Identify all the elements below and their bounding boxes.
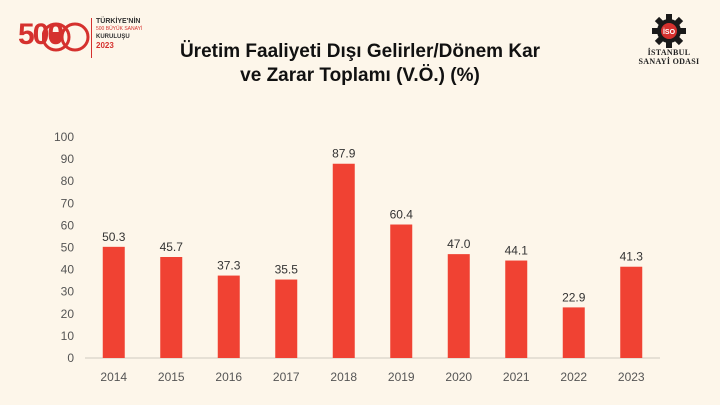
x-tick-label: 2017 (273, 370, 300, 384)
x-tick-label: 2021 (503, 370, 530, 384)
x-axis-labels: 2014 2015 2016 2017 2018 2019 2020 2021 2022 2023 (100, 370, 645, 384)
logo-istanbul-sanayi-odasi: İSO İSTANBUL SANAYİ ODASI (630, 14, 708, 74)
x-tick-label: 2023 (618, 370, 645, 384)
logo-line3: KURULUŞU (96, 34, 130, 40)
x-tick-label: 2014 (100, 370, 127, 384)
y-tick-label: 70 (61, 196, 75, 210)
x-tick-label: 2020 (445, 370, 472, 384)
bar-2020 (447, 254, 470, 358)
y-axis: 0 10 20 30 40 50 60 70 80 90 100 (54, 130, 74, 365)
y-tick-label: 30 (61, 285, 75, 299)
logo-mark: İSO (663, 28, 676, 36)
data-label-2016: 37.3 (217, 259, 241, 273)
y-tick-label: 20 (61, 307, 75, 321)
y-tick-label: 50 (61, 241, 75, 255)
y-tick-label: 100 (54, 130, 74, 144)
bar-2019 (390, 224, 413, 358)
data-label-2018: 87.9 (332, 147, 356, 161)
data-labels: 50.3 45.7 37.3 35.5 87.9 60.4 47.0 44.1 22.9 41.3 (102, 147, 643, 305)
bar-2022 (562, 307, 585, 358)
logo-500-buyuk-sanayi: 500 TÜRKİYE'NİN 500 BÜYÜK SANAYİ KURULUŞ… (18, 14, 148, 60)
logo-text: TÜRKİYE'NİN 500 BÜYÜK SANAYİ KURULUŞU 20… (96, 18, 142, 50)
data-label-2014: 50.3 (102, 230, 126, 244)
chart-title-line2: ve Zarar Toplamı (V.Ö.) (%) (240, 65, 480, 86)
y-tick-label: 10 (61, 329, 75, 343)
x-tick-label: 2015 (158, 370, 185, 384)
bar-2017 (275, 279, 298, 358)
logo-line1: TÜRKİYE'NİN (96, 18, 141, 25)
logo-divider (91, 18, 92, 58)
logo-right-line2: SANAYİ ODASI (638, 57, 700, 66)
bars (102, 163, 643, 358)
bar-2021 (505, 260, 528, 358)
data-label-2021: 44.1 (505, 244, 529, 258)
data-label-2023: 41.3 (620, 250, 644, 264)
chart-title: Üretim Faaliyeti Dışı Gelirler/Dönem Kar… (150, 40, 570, 88)
y-tick-label: 60 (61, 218, 75, 232)
bar-2023 (620, 266, 643, 358)
x-tick-label: 2019 (388, 370, 415, 384)
x-tick-label: 2022 (560, 370, 587, 384)
y-tick-label: 40 (61, 263, 75, 277)
y-tick-label: 0 (67, 351, 74, 365)
bar-2018 (332, 163, 355, 358)
x-tick-label: 2018 (330, 370, 357, 384)
logo-line2: 500 BÜYÜK SANAYİ (96, 26, 143, 32)
bar-2015 (160, 257, 183, 358)
y-tick-label: 80 (61, 174, 75, 188)
logo-line4: 2023 (96, 41, 114, 50)
x-tick-label: 2016 (215, 370, 242, 384)
data-label-2015: 45.7 (160, 240, 184, 254)
bar-2014 (102, 246, 125, 358)
data-label-2022: 22.9 (562, 290, 586, 304)
data-label-2019: 60.4 (390, 208, 414, 222)
gear-icon: İSO (652, 14, 686, 48)
logo-rings-icon (42, 22, 90, 52)
chart-title-line1: Üretim Faaliyeti Dışı Gelirler/Dönem Kar (179, 41, 541, 62)
y-tick-label: 90 (61, 152, 75, 166)
bar-2016 (217, 275, 240, 358)
data-label-2017: 35.5 (275, 263, 299, 277)
data-label-2020: 47.0 (447, 237, 471, 251)
logo-right-line1: İSTANBUL (647, 48, 691, 57)
